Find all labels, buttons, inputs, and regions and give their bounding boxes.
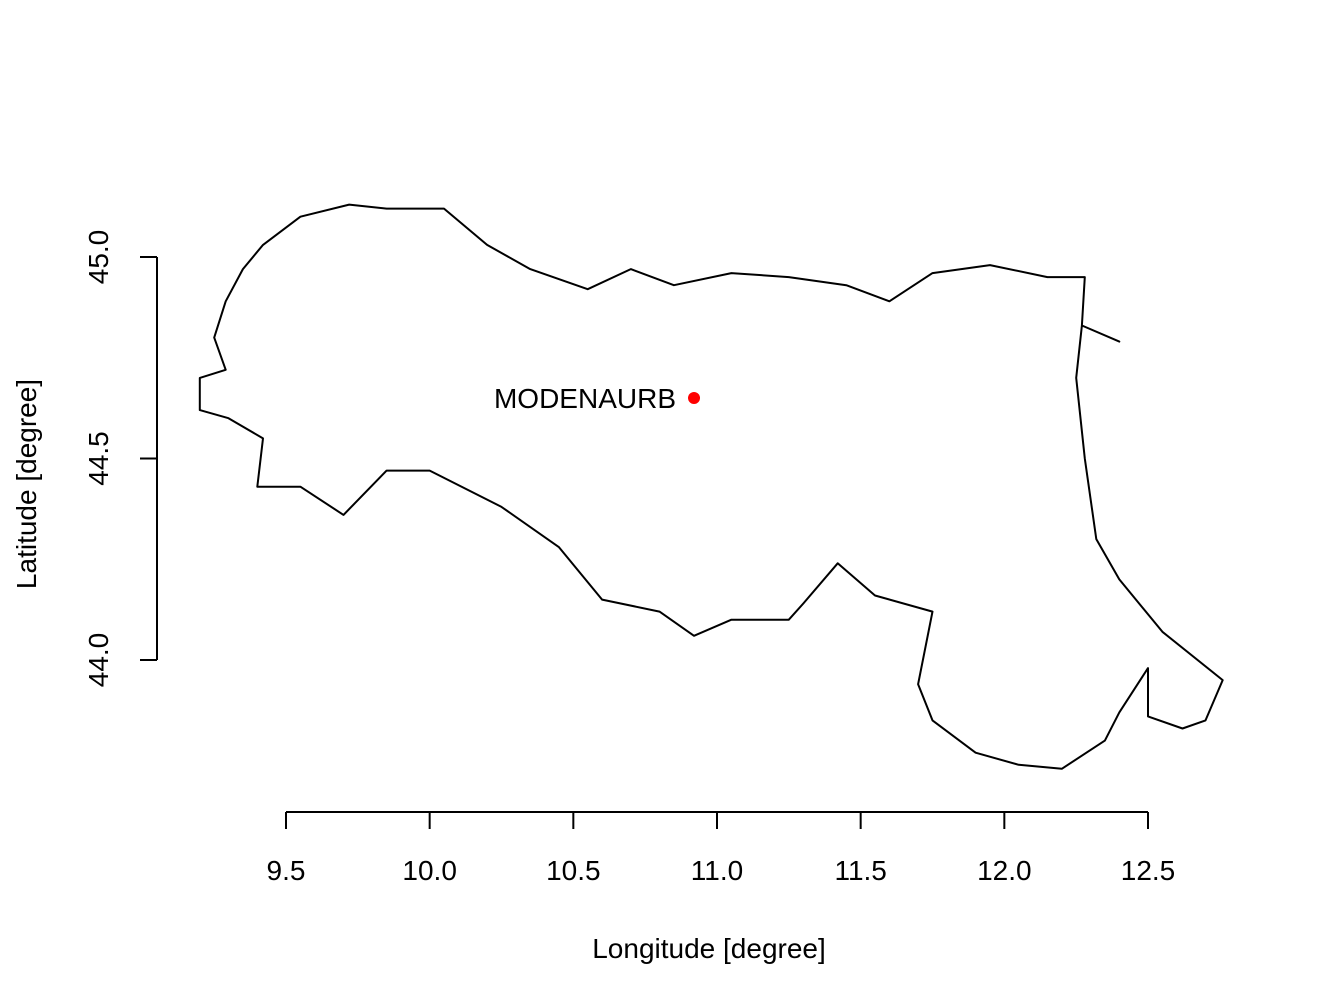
station-label: MODENAURB bbox=[494, 383, 676, 414]
station-point bbox=[688, 392, 701, 405]
points-layer: MODENAURB bbox=[494, 383, 701, 414]
y-tick-label: 44.5 bbox=[83, 431, 114, 486]
x-axis: 9.5 10.0 10.5 11.0 11.5 12.0 12.5 bbox=[267, 811, 1176, 886]
y-tick-label: 44.0 bbox=[83, 633, 114, 688]
x-tick-label: 10.5 bbox=[546, 855, 601, 886]
y-axis-title: Latitude [degree] bbox=[11, 379, 42, 589]
region-boundary bbox=[198, 203, 1224, 770]
x-tick-label: 11.5 bbox=[834, 855, 886, 886]
x-tick-label: 10.0 bbox=[402, 855, 457, 886]
x-tick-label: 12.0 bbox=[977, 855, 1032, 886]
y-axis: 44.0 44.5 45.0 bbox=[83, 230, 158, 688]
x-tick-label: 12.5 bbox=[1121, 855, 1176, 886]
x-axis-title: Longitude [degree] bbox=[592, 933, 826, 964]
y-tick-label: 45.0 bbox=[83, 230, 114, 285]
x-tick-label: 11.0 bbox=[691, 855, 743, 886]
x-tick-label: 9.5 bbox=[267, 855, 306, 886]
